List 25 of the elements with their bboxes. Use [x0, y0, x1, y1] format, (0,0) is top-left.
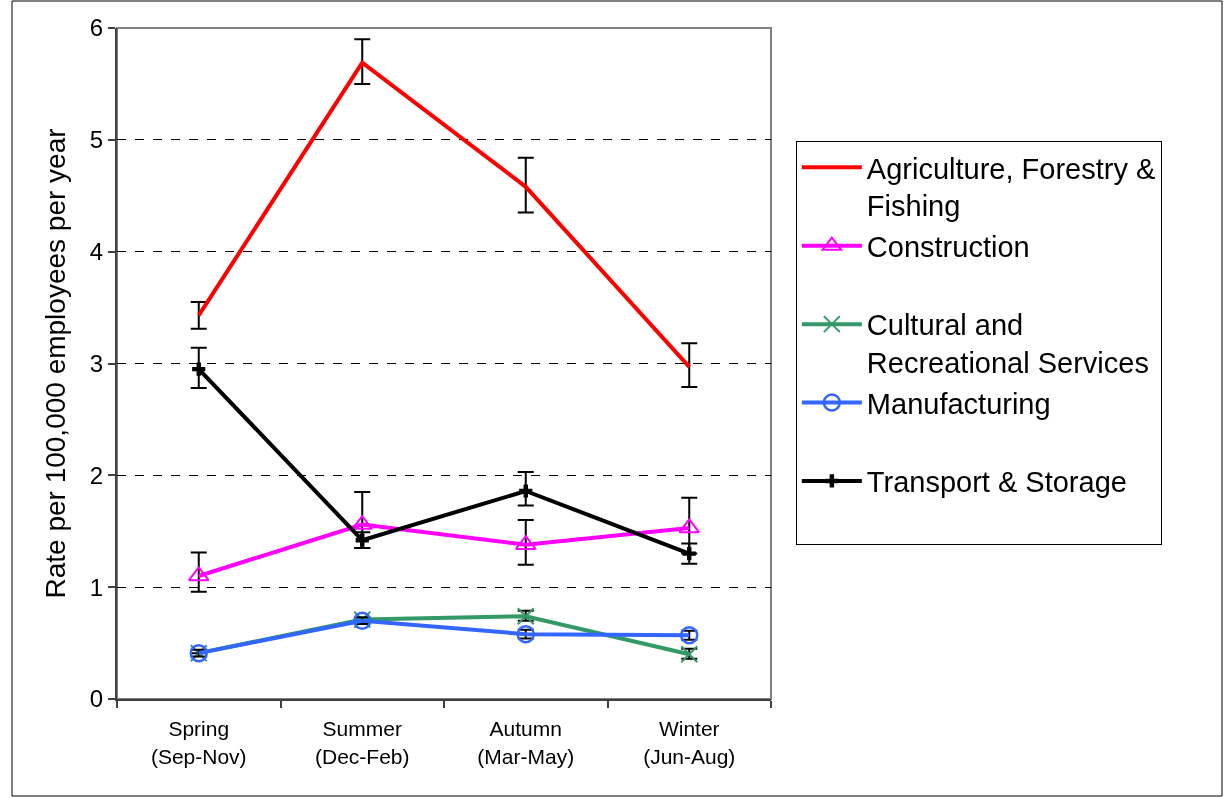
point — [682, 547, 696, 561]
x-tick-label: Autumn (Mar-May) — [477, 717, 575, 768]
line-series — [196, 60, 692, 369]
y-tick-label: 1 — [89, 573, 104, 601]
x-tick-label: Spring (Sep-Nov) — [150, 717, 247, 768]
y-axis-title: Rate per 100,000 employees per year — [40, 128, 72, 599]
legend-label: Cultural and Recreational Services — [866, 309, 1149, 380]
legend-label: Construction — [866, 231, 1030, 264]
y-tick-label: 4 — [89, 238, 104, 266]
y-tick-label: 0 — [89, 685, 104, 713]
legend-label: Manufacturing — [866, 387, 1051, 420]
point — [516, 607, 535, 626]
point — [680, 645, 699, 664]
point — [192, 362, 206, 376]
x-tick-label: Summer (Dec-Feb) — [314, 717, 410, 768]
y-tick-label: 2 — [89, 461, 104, 489]
point — [680, 626, 699, 645]
point — [519, 484, 533, 498]
x-tick-label: Winter (Jun-Aug) — [643, 717, 736, 768]
legend-label: Transport & Storage — [866, 466, 1127, 499]
y-tick-label: 3 — [89, 349, 104, 377]
y-tick-label: 6 — [89, 14, 104, 42]
point — [516, 624, 535, 644]
y-tick-label: 5 — [89, 126, 104, 154]
legend-label: Agriculture, Forestry & Fishing — [866, 152, 1156, 223]
